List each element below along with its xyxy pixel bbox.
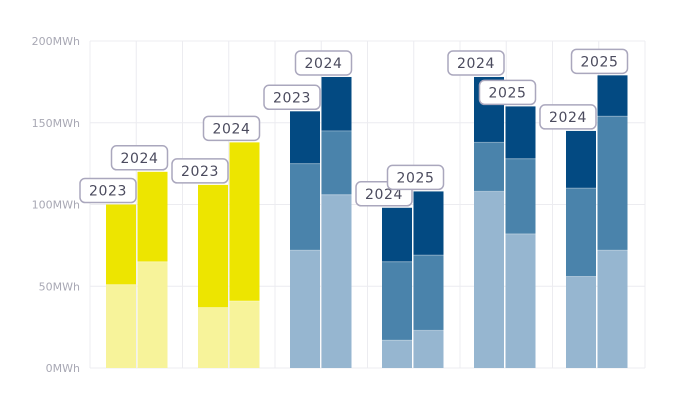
bar-segment [137,171,168,262]
bar-segment [413,255,444,331]
bar-segment [505,158,536,234]
year-badge-label: 2023 [89,184,127,200]
bar-segment [597,75,628,117]
year-badge-label: 2025 [580,54,618,70]
year-badge [478,79,537,106]
bar-segment [290,163,320,251]
bar-segment [505,233,536,368]
year-badge-label: 2025 [396,170,434,186]
bar-segment [198,307,228,368]
year-badge-label: 2024 [212,121,250,137]
year-badge [539,104,597,130]
year-badge [202,115,261,142]
bar-segment [106,284,136,368]
year-badge-label: 2024 [304,56,342,72]
bar-segment [413,191,444,256]
bar-segment [566,130,596,189]
bar-segment [382,340,412,368]
bar-segment [229,300,260,368]
bar-segment [290,250,320,368]
year-badge-label: 2024 [549,110,587,126]
bar-segment [290,111,320,164]
y-tick-label: 200MWh [32,35,80,48]
bar-segment [597,250,628,368]
bar-segment [382,207,412,262]
year-badge [294,50,353,76]
bar-segment [505,106,536,159]
year-badge-label: 2023 [273,90,311,106]
bar-segment [566,276,596,368]
bar-segment [229,142,260,301]
bar-segment [566,188,596,277]
bar-segment [474,191,504,368]
year-badge [263,84,321,111]
bar-segment [413,330,444,368]
y-tick-label: 0MWh [46,362,80,375]
bar-segment [106,204,136,285]
bar-segment [321,76,352,131]
year-badge [447,50,505,76]
y-tick-label: 50MWh [39,280,80,293]
year-badge-label: 2024 [120,151,158,167]
bar-segment [137,261,168,368]
y-tick-label: 150MWh [32,117,80,130]
year-badge [79,177,137,204]
year-badge-label: 2023 [181,164,219,180]
year-badge [570,48,629,75]
year-badge [110,145,169,171]
year-badge [386,164,445,191]
bar-segment [321,130,352,195]
bar-segment [597,116,628,251]
bar-labels: 2023202420232024202320242024202520242025… [79,48,629,207]
bar-segment [382,261,412,341]
bar-segment [198,184,228,308]
year-badge [171,158,229,184]
bars [106,75,628,368]
bar-segment [321,194,352,368]
year-badge-label: 2025 [488,85,526,101]
y-tick-label: 100MWh [32,199,80,212]
year-badge-label: 2024 [365,187,403,203]
bar-segment [474,142,504,192]
year-badge-label: 2024 [457,56,495,72]
y-axis: 0MWh 50MWh 100MWh 150MWh 200MWh [32,35,80,375]
